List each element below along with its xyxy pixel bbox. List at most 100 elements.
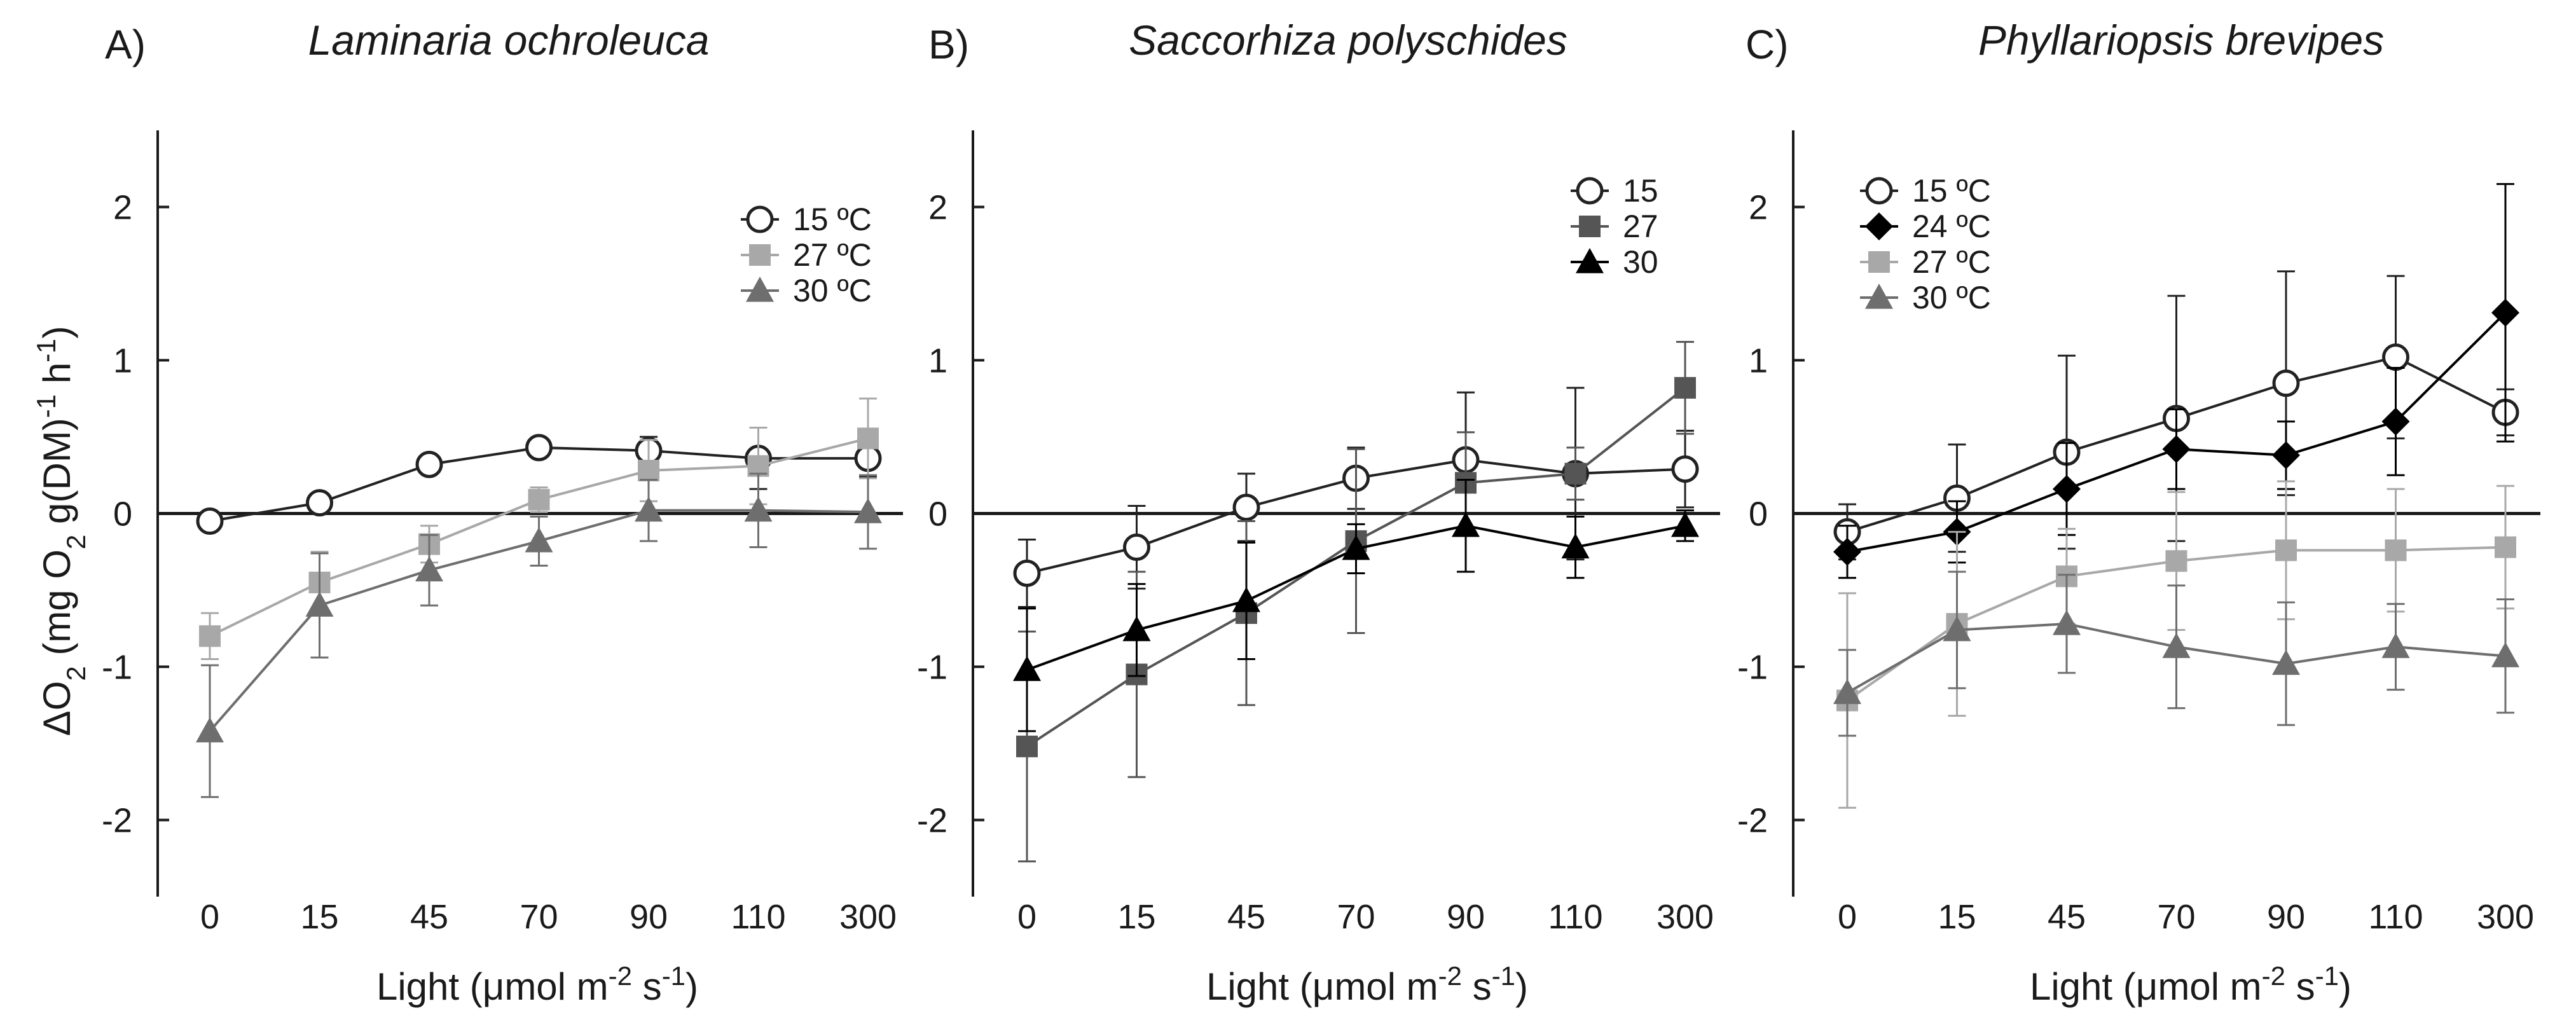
y-tick-label: 1 xyxy=(928,342,947,380)
x-tick-label: 110 xyxy=(731,898,785,936)
x-tick-label: 90 xyxy=(630,898,668,936)
data-point xyxy=(2162,435,2191,464)
legend-marker xyxy=(1576,177,1604,205)
y-tick-label: 2 xyxy=(1749,189,1768,227)
data-point xyxy=(525,434,553,462)
x-tick-label: 300 xyxy=(1656,898,1714,936)
data-point xyxy=(1123,534,1150,562)
data-point xyxy=(1943,616,1971,642)
x-tick-label: 70 xyxy=(1337,898,1375,936)
legend-marker xyxy=(1865,284,1893,309)
data-point xyxy=(638,460,659,482)
data-point xyxy=(2272,441,2300,469)
panel-a: A) Laminaria ochroleuca -2 -1 0 1 2 0 15 45 70 90… xyxy=(102,17,903,1008)
x-tick-label: 15 xyxy=(1117,898,1155,936)
legend-label: 15 xyxy=(1623,173,1658,209)
x-tick-label: 70 xyxy=(2157,898,2195,936)
data-point xyxy=(1671,455,1699,483)
y-tick-label: 1 xyxy=(1749,342,1768,380)
series-1 xyxy=(1016,341,1696,863)
panel-label-b: B) xyxy=(928,22,969,67)
y-tick-label: 0 xyxy=(928,495,947,534)
data-point xyxy=(528,488,550,511)
data-point xyxy=(2381,633,2410,658)
x-axis-title-b: Light (μmol m-2 s-1) xyxy=(1206,961,1528,1009)
x-tick-label: 90 xyxy=(2267,898,2305,936)
x-axis-title-c: Light (μmol m-2 s-1) xyxy=(2030,961,2352,1009)
legend-marker xyxy=(1868,251,1890,273)
y-tick-label: 2 xyxy=(928,189,947,227)
data-point xyxy=(2272,369,2300,397)
data-point xyxy=(1833,537,1861,566)
x-tick-label: 45 xyxy=(410,898,448,936)
data-point xyxy=(1561,533,1590,559)
data-point xyxy=(1342,534,1370,560)
y-tick-label: -2 xyxy=(917,802,947,840)
series-2 xyxy=(1013,478,1699,733)
y-tick-label: -1 xyxy=(1737,649,1768,687)
data-point xyxy=(635,496,663,522)
x-tick-label: 90 xyxy=(1447,898,1485,936)
data-point xyxy=(1232,586,1260,612)
data-point xyxy=(415,450,443,478)
legend-marker xyxy=(1576,248,1604,273)
legend-label: 24 ºC xyxy=(1912,209,1991,244)
data-point xyxy=(2053,474,2081,503)
x-tick-label: 0 xyxy=(200,898,219,936)
x-tick-label: 300 xyxy=(839,898,897,936)
series-3 xyxy=(1833,570,2519,737)
data-point xyxy=(1833,679,1861,705)
data-point xyxy=(2053,610,2081,635)
legend-label: 30 ºC xyxy=(1912,280,1991,315)
panel-label-c: C) xyxy=(1746,22,1789,67)
x-tick-label: 45 xyxy=(2048,898,2086,936)
data-point xyxy=(2491,298,2519,327)
y-tick-label: 0 xyxy=(113,495,132,534)
data-point xyxy=(1564,462,1587,485)
y-tick-label: -1 xyxy=(102,649,132,687)
x-tick-label: 45 xyxy=(1227,898,1265,936)
y-tick-label: -2 xyxy=(1737,802,1768,840)
x-tick-label: 15 xyxy=(300,898,338,936)
legend-label: 15 ºC xyxy=(793,202,872,237)
data-point xyxy=(2272,649,2300,675)
legend-marker xyxy=(1579,216,1601,237)
legend-marker xyxy=(1865,212,1893,240)
x-tick-label: 110 xyxy=(2368,898,2423,936)
series-2 xyxy=(196,472,882,798)
legend-label: 30 xyxy=(1623,244,1658,280)
data-point xyxy=(1013,656,1041,681)
legend-marker xyxy=(746,205,774,233)
panel-title-c: Phyllariopsis brevipes xyxy=(1978,17,2384,64)
data-point xyxy=(1013,559,1041,587)
panel-b: B) Saccorhiza polyschides -2 -1 0 1 2 0 15 45 70… xyxy=(917,17,1720,1008)
data-point xyxy=(199,625,221,647)
data-point xyxy=(525,527,553,553)
data-point xyxy=(2381,407,2410,436)
data-point xyxy=(1232,493,1260,521)
y-tick-label: -2 xyxy=(102,802,132,840)
legend-marker xyxy=(746,277,774,302)
data-point xyxy=(305,591,334,617)
panel-c: C) Phyllariopsis brevipes -2 -1 0 1 2 0 15 45 70… xyxy=(1737,17,2540,1008)
y-tick-label: 0 xyxy=(1749,495,1768,534)
legend-label: 27 ºC xyxy=(793,237,872,273)
data-point xyxy=(2165,550,2187,572)
data-point xyxy=(1452,511,1480,537)
y-axis-title: ΔO2 (mg O2 g(DM)-1 h-1) xyxy=(31,326,91,736)
x-tick-label: 0 xyxy=(1838,898,1857,936)
y-tick-label: -1 xyxy=(917,649,947,687)
legend-label: 15 ºC xyxy=(1912,173,1991,209)
data-point xyxy=(196,507,224,535)
data-point xyxy=(306,489,333,517)
legend-label: 27 ºC xyxy=(1912,244,1991,280)
panel-title-b: Saccorhiza polyschides xyxy=(1129,17,1567,64)
x-tick-label: 0 xyxy=(1017,898,1037,936)
data-point xyxy=(2275,539,2297,562)
